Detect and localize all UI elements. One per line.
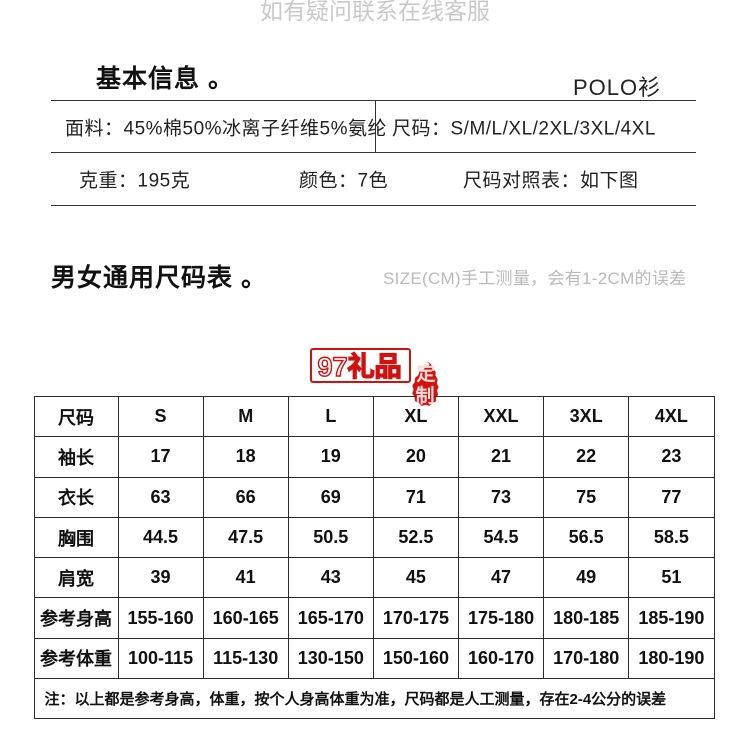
- svg-text:制: 制: [415, 384, 434, 407]
- svg-text:97礼品: 97礼品: [318, 351, 402, 382]
- svg-text:定: 定: [416, 362, 435, 385]
